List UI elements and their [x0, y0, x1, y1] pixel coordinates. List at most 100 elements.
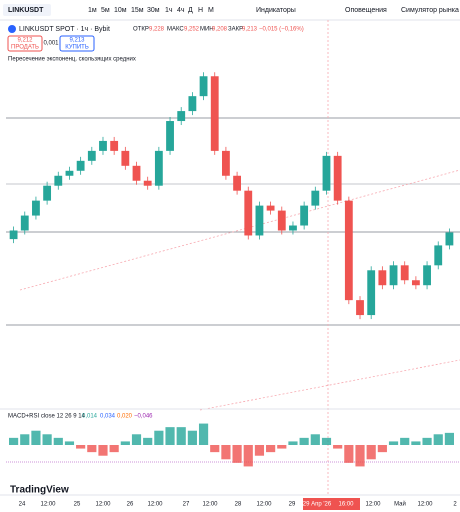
brand: TradingView: [10, 485, 69, 496]
indicator-name: Пересечение экспоненц. скользящих средни…: [8, 57, 136, 63]
crosshair-label: [303, 498, 360, 510]
macd-bar: [31, 430, 41, 445]
legend-c-val: 9,213: [242, 27, 258, 33]
time-label: 12:00: [95, 502, 111, 508]
legend-o: ОТКР: [133, 27, 149, 33]
macd-bar: [20, 434, 30, 445]
candle: [143, 180, 152, 186]
candle: [322, 155, 331, 191]
time-label: 12:00: [147, 502, 163, 508]
time-label: Май: [394, 501, 406, 508]
time-label: 25: [74, 502, 81, 508]
time-label: 12:00: [417, 502, 433, 508]
candle: [266, 205, 275, 211]
candle: [199, 76, 208, 97]
candle: [289, 225, 297, 231]
candle: [333, 155, 342, 201]
timeframe[interactable]: 5м: [101, 7, 110, 14]
candle: [76, 160, 85, 171]
time-label: 29: [289, 502, 296, 508]
timeframe[interactable]: М: [208, 7, 214, 14]
time-label: ср 29 Апр '26: [295, 502, 332, 508]
legend-h: МАКС: [167, 27, 184, 33]
timeframe[interactable]: 1м: [88, 7, 97, 14]
macd-bar: [355, 445, 365, 467]
candle: [99, 140, 107, 151]
macd-v4: −0,046: [134, 414, 153, 420]
timeframe[interactable]: 4ч: [177, 7, 185, 14]
candle: [210, 76, 219, 151]
buy-button[interactable]: [59, 35, 95, 52]
candle: [154, 150, 163, 186]
macd-bar: [9, 437, 19, 445]
timeframe[interactable]: Н: [198, 7, 203, 14]
candle: [87, 150, 96, 161]
candle: [255, 205, 264, 236]
candle: [344, 200, 353, 301]
macd-bar: [154, 430, 164, 445]
macd-bar: [187, 430, 197, 445]
candle: [121, 150, 130, 166]
macd-bar: [42, 434, 52, 445]
macd-bar: [366, 445, 376, 460]
buy-price[interactable]: 9,213: [69, 38, 85, 44]
candle: [32, 200, 40, 216]
symbol-icon: [8, 25, 16, 33]
macd-bar: [388, 441, 399, 445]
symbol-box[interactable]: [3, 4, 51, 16]
macd-name: MACD+RSI close 12 26 9 14: [8, 414, 86, 420]
macd-bar: [288, 441, 298, 445]
candle: [177, 111, 186, 122]
candle: [389, 265, 398, 286]
macd-bar: [210, 445, 220, 453]
candle: [445, 232, 454, 246]
indicators[interactable]: Индикаторы: [256, 7, 296, 14]
timeframe[interactable]: 1ч: [165, 7, 173, 14]
alerts[interactable]: Оповещения: [345, 7, 387, 14]
timeframe[interactable]: 10м: [114, 7, 127, 14]
candle: [378, 270, 387, 286]
time-label: 12:00: [365, 502, 381, 508]
macd-bar: [254, 445, 265, 456]
timeframe[interactable]: Д: [188, 7, 193, 14]
macd-bar: [422, 437, 432, 445]
time-label: 12:00: [40, 502, 56, 508]
macd-bar: [333, 445, 343, 449]
candle: [367, 270, 376, 316]
time-label: 16:00: [338, 502, 354, 508]
macd-bar: [310, 434, 320, 445]
sell-button[interactable]: [7, 35, 43, 52]
drawings: [6, 20, 460, 495]
candle: [434, 245, 443, 266]
macd-bar: [299, 437, 309, 445]
candle: [233, 175, 241, 191]
buy-label[interactable]: КУПИТЬ: [65, 45, 89, 51]
sell-label[interactable]: ПРОДАТЬ: [11, 45, 39, 51]
legend-l-val: 9,208: [212, 27, 228, 33]
legend-c: ЗАКР: [228, 27, 243, 33]
macd-bar: [221, 445, 231, 460]
candle: [423, 265, 431, 286]
sell-price[interactable]: 9,212: [17, 38, 33, 44]
timeframe[interactable]: 30м: [147, 7, 160, 14]
time-label: 12:00: [202, 502, 218, 508]
simulator[interactable]: Симулятор рынка: [401, 7, 459, 14]
symbol[interactable]: LINKUSDT: [8, 7, 44, 14]
macd-bar: [165, 427, 175, 445]
macd-bar: [277, 445, 287, 449]
toolbar: [0, 0, 460, 20]
macd-bar: [433, 434, 443, 445]
candle: [244, 190, 253, 236]
candle: [311, 190, 320, 206]
candle: [9, 230, 18, 240]
candle: [400, 265, 409, 281]
macd-bar: [131, 434, 142, 445]
timeframe[interactable]: 15м: [131, 7, 144, 14]
macd-bar: [411, 441, 421, 445]
time-label: 28: [235, 502, 242, 508]
trend-line: [199, 359, 460, 411]
macd-bar: [243, 445, 253, 467]
time-label: 27: [183, 502, 190, 508]
